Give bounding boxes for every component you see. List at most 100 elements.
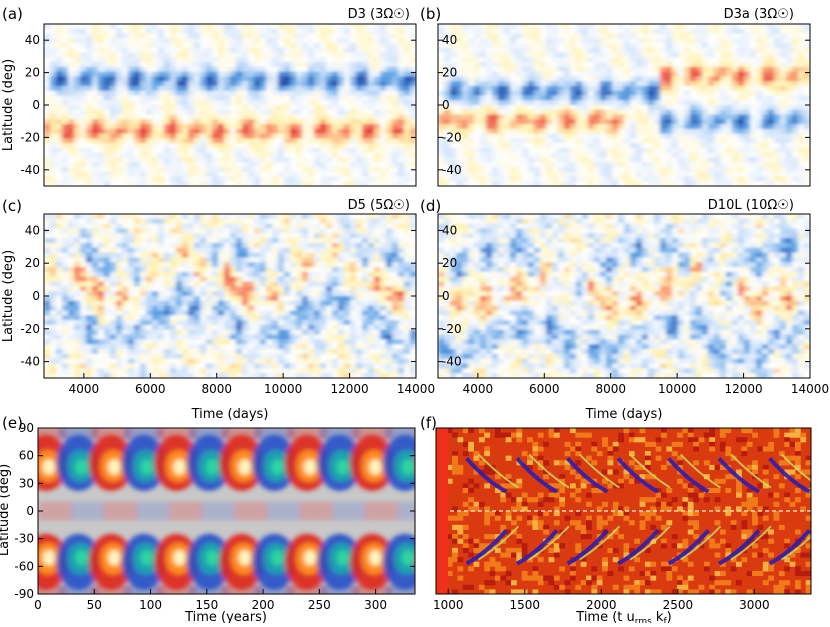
heatmap-cell — [612, 72, 619, 77]
heatmap-cell — [146, 320, 153, 325]
heatmap-cell — [44, 38, 51, 43]
heatmap-cell — [296, 105, 303, 110]
heatmap-cell — [200, 110, 207, 115]
heatmap-cell — [732, 167, 739, 172]
heatmap-cell — [492, 167, 499, 172]
heatmap-cell — [588, 48, 595, 53]
heatmap-cell — [792, 138, 799, 143]
heatmap-cell — [630, 57, 637, 62]
heatmap-cell — [86, 315, 93, 320]
heatmap-cell — [714, 119, 721, 124]
heatmap-cell — [248, 167, 255, 172]
heatmap-cell — [302, 57, 309, 62]
heatmap-cell — [86, 138, 93, 143]
heatmap-cell — [486, 67, 493, 72]
heatmap-cell — [792, 167, 799, 172]
heatmap-cell — [128, 310, 135, 315]
heatmap-cell — [720, 72, 727, 77]
heatmap-cell — [242, 91, 249, 96]
heatmap-cell — [158, 354, 165, 359]
heatmap-cell — [386, 53, 393, 58]
heatmap-cell — [308, 95, 315, 100]
heatmap-cell — [732, 100, 739, 105]
heatmap-cell — [44, 134, 51, 139]
heatmap-cell — [182, 76, 189, 81]
heatmap-cell — [296, 91, 303, 96]
heatmap-cell — [576, 143, 583, 148]
heatmap-cell — [480, 62, 487, 67]
heatmap-cell — [62, 267, 69, 272]
heatmap-cell — [642, 115, 649, 120]
heatmap-cell — [242, 148, 249, 153]
heatmap-cell — [284, 100, 291, 105]
heatmap-cell — [404, 162, 411, 167]
heatmap-cell — [104, 330, 111, 335]
heatmap-cell — [104, 105, 111, 110]
heatmap-cell — [206, 38, 213, 43]
heatmap-cell — [182, 167, 189, 172]
heatmap-cell — [254, 153, 261, 158]
heatmap-cell — [786, 153, 793, 158]
heatmap-cell — [654, 143, 661, 148]
heatmap-cell — [122, 67, 129, 72]
heatmap-cell — [50, 91, 57, 96]
y-tick-label: 0 — [32, 98, 40, 112]
heatmap-cell — [702, 24, 709, 29]
heatmap-cell — [230, 95, 237, 100]
heatmap-cell — [104, 124, 111, 129]
heatmap-cell — [720, 172, 727, 177]
heatmap-cell — [558, 172, 565, 177]
heatmap-cell — [248, 153, 255, 158]
heatmap-cell — [606, 176, 613, 181]
heatmap-cell — [158, 43, 165, 48]
heatmap-cell — [780, 72, 787, 77]
heatmap-cell — [630, 62, 637, 67]
heatmap-cell — [708, 124, 715, 129]
heatmap-cell — [444, 148, 451, 153]
heatmap-cell — [462, 124, 469, 129]
heatmap-cell — [98, 167, 105, 172]
heatmap-cell — [62, 315, 69, 320]
heatmap-cell — [254, 95, 261, 100]
heatmap-cell — [314, 91, 321, 96]
heatmap-cell — [44, 267, 51, 272]
heatmap-cell — [392, 143, 399, 148]
heatmap-cell — [338, 167, 345, 172]
heatmap-cell — [110, 167, 117, 172]
heatmap-cell — [296, 167, 303, 172]
heatmap-cell — [474, 129, 481, 134]
heatmap-cell — [756, 119, 763, 124]
heatmap-cell — [762, 91, 769, 96]
heatmap-cell — [654, 167, 661, 172]
heatmap-cell — [122, 138, 129, 143]
heatmap-cell — [212, 110, 219, 115]
heatmap-cell — [188, 95, 195, 100]
heatmap-cell — [486, 38, 493, 43]
heatmap-cell — [630, 43, 637, 48]
heatmap-cell — [362, 119, 369, 124]
heatmap-cell — [540, 129, 547, 134]
heatmap-cell — [702, 138, 709, 143]
heatmap-cell — [726, 62, 733, 67]
heatmap-cell — [540, 143, 547, 148]
heatmap-cell — [762, 138, 769, 143]
heatmap-cell — [726, 124, 733, 129]
heatmap-cell — [128, 57, 135, 62]
heatmap-cell — [302, 172, 309, 177]
heatmap-cell — [188, 43, 195, 48]
heatmap-cell — [564, 110, 571, 115]
heatmap-cell — [170, 124, 177, 129]
heatmap-cell — [576, 24, 583, 29]
heatmap-cell — [714, 115, 721, 120]
heatmap-cell — [474, 138, 481, 143]
heatmap-cell — [362, 29, 369, 34]
heatmap-cell — [618, 48, 625, 53]
heatmap-cell — [534, 81, 541, 86]
heatmap-cell — [134, 67, 141, 72]
heatmap-cell — [456, 115, 463, 120]
heatmap-cell — [582, 29, 589, 34]
heatmap-cell — [218, 43, 225, 48]
heatmap-cell — [392, 157, 399, 162]
heatmap-cell — [666, 76, 673, 81]
heatmap-cell — [510, 53, 517, 58]
